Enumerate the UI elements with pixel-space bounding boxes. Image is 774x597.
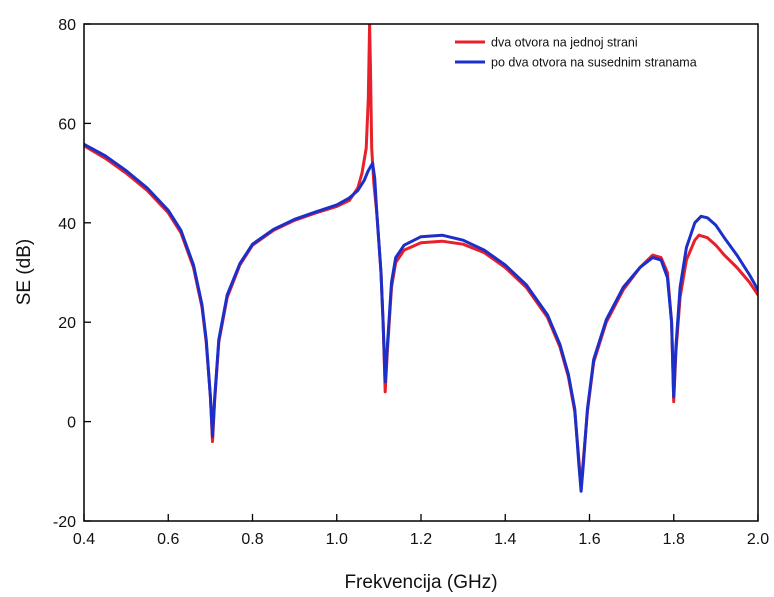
x-tick-label: 1.4 xyxy=(494,531,516,548)
legend: dva otvora na jednoj strani po dva otvora… xyxy=(455,36,697,70)
x-tick-label: 0.6 xyxy=(157,531,179,548)
y-tick-label: 0 xyxy=(67,415,76,432)
x-tick-label: 1.2 xyxy=(410,531,432,548)
x-tick-label: 1.0 xyxy=(326,531,348,548)
x-tick-label: 0.4 xyxy=(73,531,95,548)
series-layer xyxy=(84,24,758,493)
y-tick-label: 20 xyxy=(58,315,76,332)
y-tick-label: 40 xyxy=(58,216,76,233)
legend-label-2: po dva otvora na susednim stranama xyxy=(491,56,697,70)
legend-label-1: dva otvora na jednoj strani xyxy=(491,36,638,50)
x-tick-label: 1.6 xyxy=(578,531,600,548)
y-axis: -20 0 20 40 60 80 xyxy=(53,17,91,531)
y-tick-label: 80 xyxy=(58,17,76,34)
x-axis: 0.4 0.6 0.8 1.0 1.2 1.4 1.6 1.8 2.0 xyxy=(73,514,769,548)
x-tick-label: 1.8 xyxy=(663,531,685,548)
y-axis-title: SE (dB) xyxy=(14,239,35,306)
series-line-1 xyxy=(84,24,758,488)
x-axis-title: Frekvencija (GHz) xyxy=(344,572,497,593)
y-tick-label: 60 xyxy=(58,116,76,133)
series-line-2 xyxy=(84,142,758,493)
x-tick-label: 2.0 xyxy=(747,531,769,548)
plot-area xyxy=(83,23,759,522)
plot-frame xyxy=(83,23,759,522)
x-tick-label: 0.8 xyxy=(241,531,263,548)
y-tick-label: -20 xyxy=(53,514,76,531)
